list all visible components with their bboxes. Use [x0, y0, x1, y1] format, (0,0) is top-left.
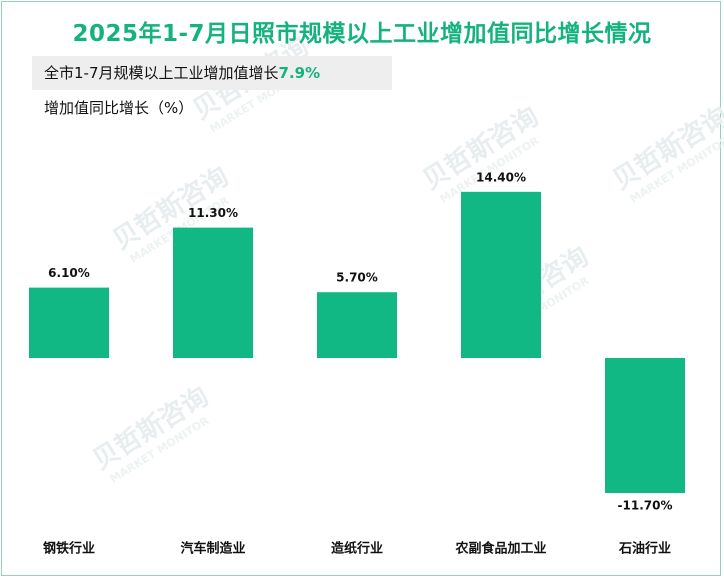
- bar: [29, 287, 109, 358]
- bar-value-label: 11.30%: [188, 206, 238, 220]
- summary-label: 全市1-7月规模以上工业增加值增长: [44, 64, 279, 82]
- bar-layer: [29, 191, 685, 494]
- y-axis-label: 增加值同比增长（%）: [44, 99, 194, 117]
- bar: [317, 292, 397, 358]
- category-label: 农副食品加工业: [454, 541, 546, 557]
- category-label: 汽车制造业: [180, 541, 245, 557]
- summary-text: 全市1-7月规模以上工业增加值增长7.9%: [44, 62, 320, 83]
- value-label-layer: 6.10% 11.30% 5.70% 14.40% -11.70%: [48, 170, 672, 512]
- summary-box: [32, 56, 392, 90]
- bar: [173, 227, 253, 358]
- category-label-layer: 钢铁行业 汽车制造业 造纸行业 农副食品加工业 石油行业: [43, 541, 671, 557]
- bar: [605, 358, 685, 494]
- bar-value-label: 14.40%: [476, 170, 526, 184]
- chart-title: 2025年1-7月日照市规模以上工业增加值同比增长情况: [72, 21, 652, 47]
- category-label: 钢铁行业: [43, 541, 95, 557]
- bar-value-label: 6.10%: [48, 266, 90, 280]
- bar: [461, 191, 541, 358]
- category-label: 造纸行业: [331, 541, 383, 557]
- category-label: 石油行业: [618, 541, 671, 557]
- summary-value: 7.9%: [278, 64, 321, 82]
- bar-value-label: -11.70%: [618, 499, 673, 513]
- bar-value-label: 5.70%: [336, 271, 378, 285]
